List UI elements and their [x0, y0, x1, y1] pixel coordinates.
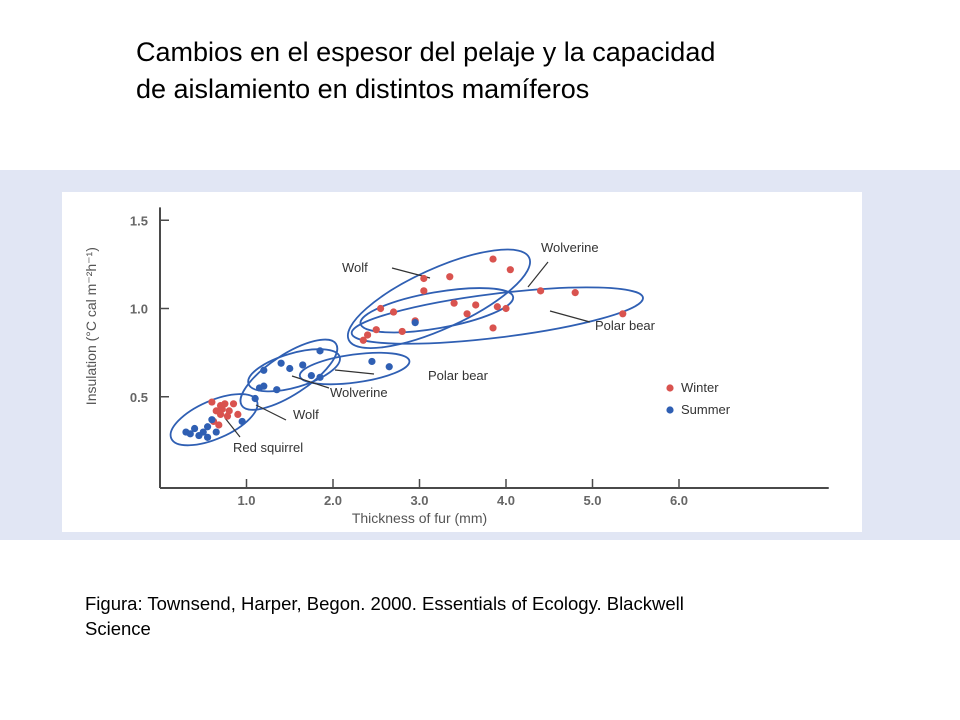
x-tick-label: 3.0 [410, 493, 428, 508]
winter-point [446, 273, 454, 281]
y-tick-label: 1.0 [130, 302, 148, 317]
winter-point [506, 266, 514, 274]
leader-line [527, 261, 549, 288]
summer-point [286, 364, 294, 373]
summer-point [307, 371, 315, 380]
winter-point [537, 287, 545, 295]
winter-point [376, 304, 385, 313]
winter-point [216, 410, 225, 418]
y-axis-label: Insulation (°C cal m⁻²h⁻¹) [83, 247, 99, 405]
summer-point [251, 394, 259, 403]
leader-line [224, 417, 241, 438]
caption-line-2: Science [85, 618, 151, 639]
cluster-outlines [169, 248, 644, 447]
summer-point [273, 386, 281, 394]
annotation-labels: Wolf Wolverine Polar bear Polar bear Wolveri… [233, 240, 656, 455]
summer-point [316, 347, 324, 355]
plot-area [62, 192, 862, 532]
y-tick-label: 0.5 [130, 390, 148, 405]
winter-point [463, 310, 471, 318]
summer-point [385, 363, 393, 371]
summer-point [260, 382, 268, 390]
x-tick-label: 5.0 [583, 493, 601, 508]
annotation-label: Wolverine [541, 240, 599, 255]
winter-point [364, 331, 372, 339]
annotation-label: Wolf [342, 260, 368, 275]
winter-point [234, 410, 242, 418]
axes: 0.5 1.0 1.5 1.0 2.0 3.0 4.0 5.0 6.0 Thickness of … [83, 207, 829, 526]
winter-point [208, 398, 216, 406]
data-points [182, 255, 627, 441]
figure-panel: 0.5 1.0 1.5 1.0 2.0 3.0 4.0 5.0 6.0 Thickness of … [0, 170, 960, 540]
annotation-label: Red squirrel [233, 440, 303, 455]
y-tick-label: 1.5 [130, 213, 148, 228]
winter-point [619, 310, 627, 318]
summer-point [277, 359, 285, 367]
slide-title-line-1: Cambios en el espesor del pelaje y la ca… [136, 37, 716, 67]
x-tick-label: 6.0 [670, 493, 688, 508]
summer-point [203, 433, 212, 441]
winter-point [372, 326, 380, 334]
summer-point [260, 366, 268, 374]
leader-line [255, 404, 287, 421]
x-tick-label: 2.0 [324, 493, 342, 508]
summer-polar-bear-outline [298, 351, 411, 386]
summer-point [316, 373, 324, 381]
winter-point [450, 299, 458, 307]
leader-line [291, 375, 330, 389]
caption-line-1: Figura: Townsend, Harper, Begon. 2000. E… [85, 593, 684, 614]
legend-marker-summer [666, 406, 674, 414]
summer-point [368, 357, 376, 366]
winter-point [359, 336, 367, 344]
winter-point [489, 324, 497, 332]
winter-point [389, 308, 398, 316]
summer-point [212, 428, 220, 436]
summer-point [238, 417, 246, 426]
legend-label-winter: Winter [681, 380, 719, 395]
x-tick-label: 4.0 [497, 493, 515, 508]
annotation-label: Polar bear [428, 368, 489, 383]
annotation-label: Wolverine [330, 385, 388, 400]
leader-line [549, 310, 591, 323]
annotation-label: Polar bear [595, 318, 656, 333]
annotation-leaders [224, 261, 591, 438]
summer-point [299, 361, 307, 369]
x-tick-label: 1.0 [237, 493, 255, 508]
figure-caption: Figura: Townsend, Harper, Begon. 2000. E… [85, 591, 905, 641]
winter-point [502, 304, 510, 313]
summer-point [195, 431, 203, 440]
winter-point [398, 327, 406, 336]
winter-point [229, 400, 238, 408]
leader-line [334, 369, 375, 375]
legend: Winter Summer [666, 380, 731, 417]
summer-point [411, 319, 419, 327]
winter-point [215, 421, 223, 429]
slide-title: Cambios en el espesor del pelaje y la ca… [136, 34, 896, 108]
scatter-chart: 0.5 1.0 1.5 1.0 2.0 3.0 4.0 5.0 6.0 Thickness of … [8, 170, 952, 540]
annotation-label: Wolf [293, 407, 319, 422]
winter-point [571, 289, 579, 297]
winter-point [472, 301, 480, 309]
legend-label-summer: Summer [681, 402, 731, 417]
summer-point [186, 430, 194, 438]
legend-marker-winter [666, 384, 674, 392]
summer-point [203, 423, 212, 431]
summer-point [208, 416, 216, 424]
winter-point [420, 274, 428, 283]
winter-point [223, 412, 232, 420]
x-axis-label: Thickness of fur (mm) [352, 510, 487, 526]
winter-point [493, 303, 501, 311]
winter-point [489, 255, 497, 263]
summer-point [191, 424, 199, 433]
winter-polar-bear-outline [350, 286, 644, 345]
slide-title-line-2: de aislamiento en distintos mamíferos [136, 74, 590, 104]
winter-point [420, 287, 428, 295]
